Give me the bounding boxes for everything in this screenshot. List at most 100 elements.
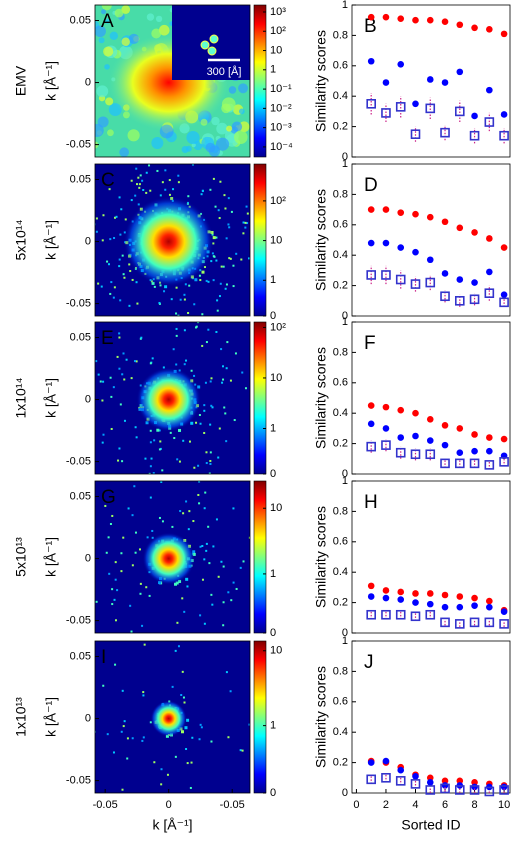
y-tick-label: 0.2 <box>333 597 348 609</box>
point <box>412 248 419 256</box>
y-tick-label: 0.05 <box>70 490 91 502</box>
speckle <box>142 188 145 191</box>
colorbar-tick-label: 1 <box>270 274 276 286</box>
y-tick-label: 0 <box>342 151 348 163</box>
speckle <box>174 649 177 652</box>
point <box>426 213 434 221</box>
speckle <box>93 206 95 208</box>
speckle <box>150 457 153 460</box>
inset-particle <box>200 40 210 50</box>
speckle <box>95 217 98 220</box>
speckle <box>225 237 228 240</box>
y-tick-label: 1 <box>342 316 348 328</box>
speckle <box>123 378 126 381</box>
point <box>471 594 478 602</box>
point <box>426 590 434 597</box>
point <box>367 57 375 65</box>
speckle <box>161 469 164 472</box>
speckle <box>101 9 106 15</box>
speckle <box>149 362 152 365</box>
speckle <box>148 472 151 474</box>
x-tick-label: 4 <box>412 799 418 811</box>
speckle <box>90 539 92 541</box>
speckle <box>225 440 228 443</box>
inset-label: 300 [Å] <box>207 65 242 78</box>
y-axis-label: k [Å⁻¹] <box>43 537 59 577</box>
speckle <box>217 209 220 212</box>
point <box>382 587 390 594</box>
speckle <box>163 161 165 163</box>
point <box>397 434 405 441</box>
point <box>500 291 508 299</box>
speckle <box>122 725 125 728</box>
speckle <box>201 544 204 547</box>
speckle <box>130 377 133 380</box>
speckle <box>230 599 233 602</box>
speckle <box>171 685 174 688</box>
point <box>454 106 465 117</box>
speckle <box>242 221 245 224</box>
speckle <box>114 8 124 18</box>
speckle <box>201 270 205 274</box>
speckle <box>160 481 163 483</box>
blob <box>150 700 187 737</box>
speckle <box>89 418 91 420</box>
y-tick-label: 0 <box>85 552 91 564</box>
y-tick-label: 0.2 <box>333 757 348 769</box>
speckle <box>229 379 232 382</box>
speckle <box>233 419 236 422</box>
y-tick-label: 0.6 <box>333 377 348 389</box>
y-tick-label: 0.2 <box>333 121 348 133</box>
speckle <box>203 404 206 407</box>
point <box>366 609 376 620</box>
speckle <box>123 276 126 279</box>
speckle <box>147 638 149 640</box>
speckle <box>205 549 208 552</box>
speckle <box>119 403 122 406</box>
speckle <box>199 422 202 425</box>
point <box>471 279 478 286</box>
y-tick-label: 0.6 <box>333 60 348 72</box>
axes-frame <box>94 163 251 317</box>
speckle <box>160 447 163 450</box>
speckle <box>107 129 114 137</box>
speckle <box>205 462 208 465</box>
speckle <box>207 525 210 528</box>
speckle <box>177 181 180 184</box>
speckle <box>221 365 224 368</box>
speckle <box>199 614 202 617</box>
axes-frame <box>94 640 251 794</box>
point <box>367 420 375 428</box>
speckle <box>251 244 253 246</box>
point <box>366 774 376 785</box>
speckle <box>183 701 186 704</box>
speckle <box>102 214 105 217</box>
point <box>499 297 509 308</box>
speckle <box>112 751 115 754</box>
speckle <box>121 689 124 692</box>
speckle <box>238 121 250 133</box>
y-tick-label: 0 <box>85 393 91 405</box>
speckle <box>220 348 223 351</box>
speckle <box>203 431 206 434</box>
speckle <box>193 303 196 306</box>
speckle <box>166 773 169 776</box>
speckle <box>194 278 198 282</box>
speckle <box>190 761 193 764</box>
speckle <box>95 123 104 137</box>
speckle <box>188 440 191 443</box>
speckle <box>158 516 161 519</box>
speckle <box>200 193 203 196</box>
speckle <box>186 718 190 722</box>
speckle <box>122 352 125 355</box>
panel-label: G <box>101 487 116 508</box>
blob <box>123 196 214 287</box>
x-tick-label: 10 <box>498 799 510 811</box>
x-tick-label: 8 <box>471 799 477 811</box>
speckle <box>130 199 133 202</box>
speckle <box>144 457 147 460</box>
y-tick-label: 0.8 <box>333 505 348 517</box>
speckle <box>209 451 212 454</box>
point <box>395 609 406 620</box>
speckle <box>134 531 137 534</box>
